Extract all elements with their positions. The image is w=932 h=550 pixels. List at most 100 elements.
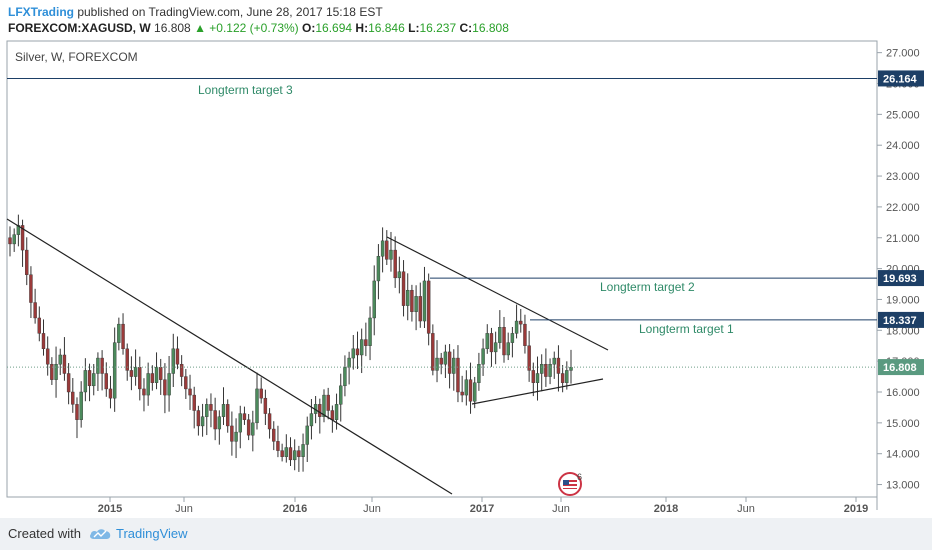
candle-body[interactable] [41, 333, 46, 350]
candle-body[interactable] [83, 370, 88, 393]
candle-body[interactable] [301, 444, 305, 457]
candle-body[interactable] [171, 348, 175, 374]
candle-body[interactable] [255, 388, 259, 424]
candle-body[interactable] [452, 357, 456, 374]
candle-body[interactable] [20, 225, 25, 251]
annotation-target-2[interactable]: Longterm target 2 [600, 280, 695, 294]
candle-body[interactable] [184, 376, 188, 390]
candle-body[interactable] [523, 323, 527, 346]
candle-body[interactable] [334, 404, 339, 420]
candle-body[interactable] [347, 357, 351, 368]
candle-body[interactable] [414, 296, 418, 312]
candle-body[interactable] [397, 271, 402, 279]
candle-body[interactable] [493, 342, 498, 353]
downtrend-line-major[interactable] [6, 218, 453, 495]
candle-body[interactable] [125, 348, 129, 371]
time-axis[interactable]: 2015 Jun 2016 Jun 2017 Jun 2018 Jun 2019 [98, 497, 868, 515]
candle-body[interactable] [37, 317, 42, 334]
candle-body[interactable] [196, 410, 201, 427]
candle-body[interactable] [192, 394, 196, 411]
candle-body[interactable] [142, 388, 146, 396]
candle-body[interactable] [351, 348, 355, 359]
candle-body[interactable] [280, 450, 284, 457]
candle-body[interactable] [33, 302, 37, 319]
annotation-target-1[interactable]: Longterm target 1 [639, 322, 734, 336]
candle-body[interactable] [418, 296, 422, 322]
candle-body[interactable] [112, 342, 117, 399]
candle-body[interactable] [263, 397, 268, 414]
candle-body[interactable] [464, 379, 469, 396]
candle-body[interactable] [146, 373, 150, 396]
candle-body[interactable] [368, 317, 372, 346]
candle-body[interactable] [50, 364, 54, 380]
candle-body[interactable] [272, 428, 276, 442]
candle-body[interactable] [527, 345, 531, 371]
candle-body[interactable] [230, 425, 234, 442]
author-link[interactable]: LFXTrading [8, 5, 74, 19]
candle-body[interactable] [326, 394, 330, 411]
candle-body[interactable] [154, 367, 159, 383]
candle-body[interactable] [54, 364, 58, 380]
candle-body[interactable] [556, 357, 561, 374]
candle-body[interactable] [318, 404, 322, 417]
candle-body[interactable] [133, 367, 138, 377]
candle-body[interactable] [343, 367, 347, 387]
candle-body[interactable] [539, 364, 544, 374]
candle-body[interactable] [259, 388, 263, 399]
candle-body[interactable] [188, 388, 192, 396]
candle-body[interactable] [96, 357, 100, 374]
candle-body[interactable] [489, 333, 494, 353]
candle-body[interactable] [221, 404, 226, 417]
candle-body[interactable] [163, 379, 167, 396]
candle-body[interactable] [251, 422, 255, 436]
candle-body[interactable] [92, 373, 96, 387]
candle-body[interactable] [393, 249, 397, 279]
price-chart[interactable]: 27.00026.00025.00024.00023.00022.00021.0… [0, 0, 932, 518]
candle-body[interactable] [276, 441, 280, 451]
candle-body[interactable] [45, 348, 50, 365]
candle-body[interactable] [209, 404, 213, 411]
candle-body[interactable] [510, 333, 515, 343]
candle-body[interactable] [502, 327, 506, 356]
candle-body[interactable] [339, 385, 343, 405]
candle-body[interactable] [150, 373, 155, 383]
candle-body[interactable] [267, 413, 272, 430]
candle-body[interactable] [159, 367, 163, 380]
triangle-lower-line[interactable] [471, 378, 604, 405]
candle-body[interactable] [531, 370, 536, 383]
candle-body[interactable] [535, 373, 540, 383]
candle-body[interactable] [234, 431, 238, 442]
candle-body[interactable] [79, 391, 83, 420]
candle-body[interactable] [548, 364, 552, 377]
candle-body[interactable] [569, 367, 573, 371]
candle-body[interactable] [129, 370, 134, 377]
candle-body[interactable] [460, 391, 464, 396]
candle-body[interactable] [138, 367, 142, 390]
candle-body[interactable] [447, 351, 452, 374]
triangle-upper-line[interactable] [386, 236, 609, 351]
candle-body[interactable] [376, 256, 381, 282]
candle-body[interactable] [477, 364, 481, 383]
candle-body[interactable] [385, 240, 389, 260]
candle-body[interactable] [380, 240, 385, 257]
candle-body[interactable] [565, 370, 569, 383]
candle-body[interactable] [238, 413, 242, 433]
candle-body[interactable] [284, 447, 289, 457]
candle-body[interactable] [292, 450, 297, 461]
candle-body[interactable] [485, 333, 489, 350]
candle-body[interactable] [75, 404, 79, 420]
candle-body[interactable] [544, 364, 548, 377]
candle-body[interactable] [25, 249, 29, 275]
candle-body[interactable] [519, 320, 523, 325]
candle-body[interactable] [117, 323, 121, 343]
price-axis[interactable]: 27.00026.00025.00024.00023.00022.00021.0… [877, 48, 920, 492]
candle-body[interactable] [242, 413, 247, 420]
candle-body[interactable] [288, 447, 293, 461]
candle-body[interactable] [359, 339, 364, 356]
candle-body[interactable] [456, 357, 460, 393]
candle-body[interactable] [200, 416, 205, 427]
candle-body[interactable] [12, 234, 16, 245]
candle-body[interactable] [217, 416, 222, 430]
candle-body[interactable] [322, 394, 326, 417]
candle-body[interactable] [305, 425, 309, 445]
